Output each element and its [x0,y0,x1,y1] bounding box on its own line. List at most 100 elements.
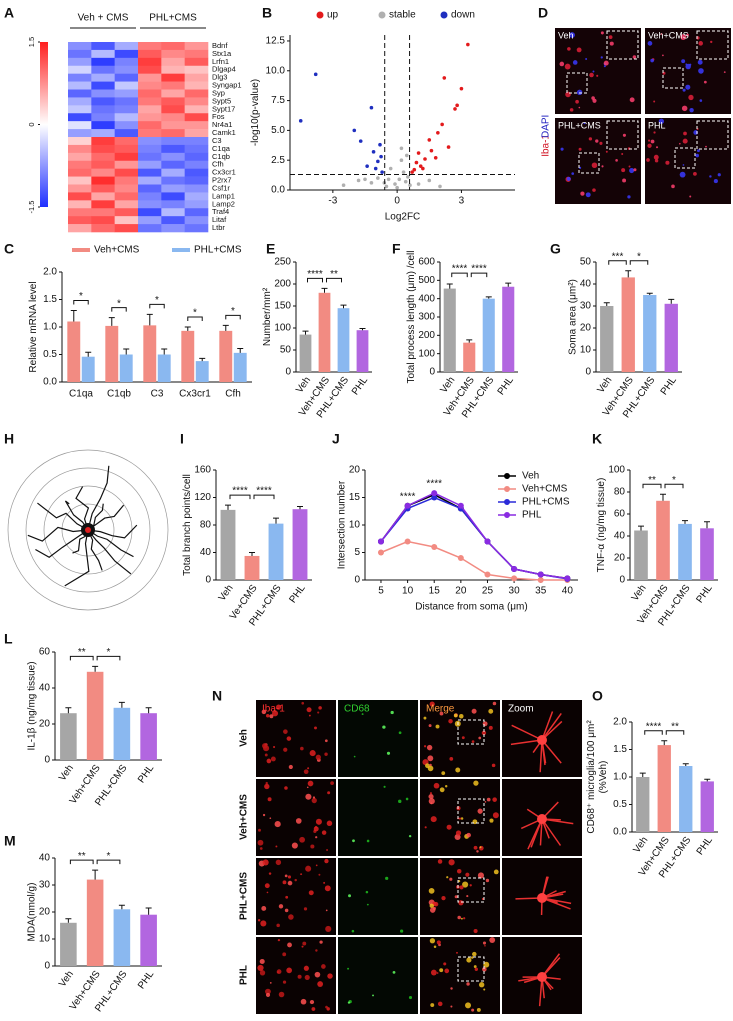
zoom-process [541,713,562,741]
cell-speck [318,873,321,876]
bar [502,286,515,372]
cell-speck [259,847,263,850]
cell-speck [682,138,688,144]
cell-speck [439,968,444,973]
point [484,538,491,545]
point [376,159,380,164]
cell-speck [312,796,316,799]
heatmap-cell [138,208,162,217]
zoom-process [527,818,543,850]
bar [60,713,77,760]
cell-speck [366,903,369,906]
cell-speck [560,147,564,151]
significance-label: * [155,295,159,306]
bar [656,500,670,580]
point [511,575,518,582]
heatmap-cell [68,57,92,67]
significance-bracket [111,307,127,312]
cell-speck [324,858,329,864]
y-tick-label: 10.0 [266,65,286,76]
gene-label: Fos [212,112,225,121]
bar [86,879,104,966]
cell-speck [269,817,272,820]
legend-marker [504,486,510,492]
error-bar [118,701,125,708]
cell-speck [486,797,491,802]
heatmap-cell [68,129,92,138]
y-axis-label: Relative mRNA level [28,281,39,372]
row-label: PHL+CMS [239,872,250,920]
heatmap-cell [184,113,209,122]
cell-speck [297,974,302,979]
point [369,181,374,185]
panel-label: A [4,5,14,21]
y-tick-label: 160 [194,465,211,476]
legend-marker [316,11,324,19]
cell-speck [463,917,466,920]
micrograph [555,118,641,204]
error-bar [660,493,666,501]
heatmap-cell [114,208,139,217]
zoom-process [511,724,543,741]
cell-speck [390,710,394,715]
cell-speck [632,55,637,59]
heatmap-cell [68,176,92,185]
heatmap-cell [114,89,139,98]
cell-speck [483,961,490,968]
cell-speck [441,771,446,776]
bar [700,528,714,580]
micrograph [338,858,418,935]
y-axis-label: (%Veh) [598,761,609,794]
cell-speck [313,826,319,832]
panel-label: E [266,241,275,257]
roi-box [457,798,485,824]
cell-speck [427,755,434,762]
microglia-process [87,529,103,571]
gene-label: C3 [212,136,222,145]
y-tick-label: 12.5 [266,36,286,47]
x-tick-label: Veh [57,763,76,783]
cell-speck [275,859,282,866]
heatmap-cell [68,224,92,233]
bar [337,308,350,372]
heatmap-cell [138,105,162,114]
point [436,130,440,135]
column-label: Iba-1 [262,704,285,715]
point [376,176,380,180]
cell-speck [287,880,293,886]
annotation: **** [426,479,442,490]
cell-speck [257,919,261,922]
cell-speck [282,980,287,984]
y-tick-label: 40 [614,531,626,542]
cell-speck [321,964,326,969]
cell-speck [441,895,446,901]
y-tick-label: 7.5 [271,95,285,106]
micrograph [645,118,731,204]
heatmap-cell [91,192,115,201]
point [393,182,397,186]
cell-speck [304,974,310,981]
heatmap-cell [138,176,162,185]
error-bar [225,504,231,510]
bar [181,330,195,382]
column-label: Zoom [508,704,534,715]
panel-label: M [4,833,16,849]
heatmap-cell [114,224,139,233]
cell-speck [592,98,597,103]
heatmap-cell [161,97,185,106]
error-bar [145,707,152,714]
point [453,107,457,111]
cell-speck [478,982,485,988]
legend-label: Veh+CMS [94,245,140,256]
cell-speck [365,890,369,894]
y-tick-label: 30 [39,880,51,891]
panel-label: G [550,241,561,257]
y-tick-label: 20 [39,907,51,918]
bar [299,334,312,372]
point [438,184,442,189]
point [431,490,438,497]
significance-bracket [470,272,488,278]
micrograph [420,937,500,1014]
panel-label: C [4,241,14,257]
micrograph [256,700,336,777]
